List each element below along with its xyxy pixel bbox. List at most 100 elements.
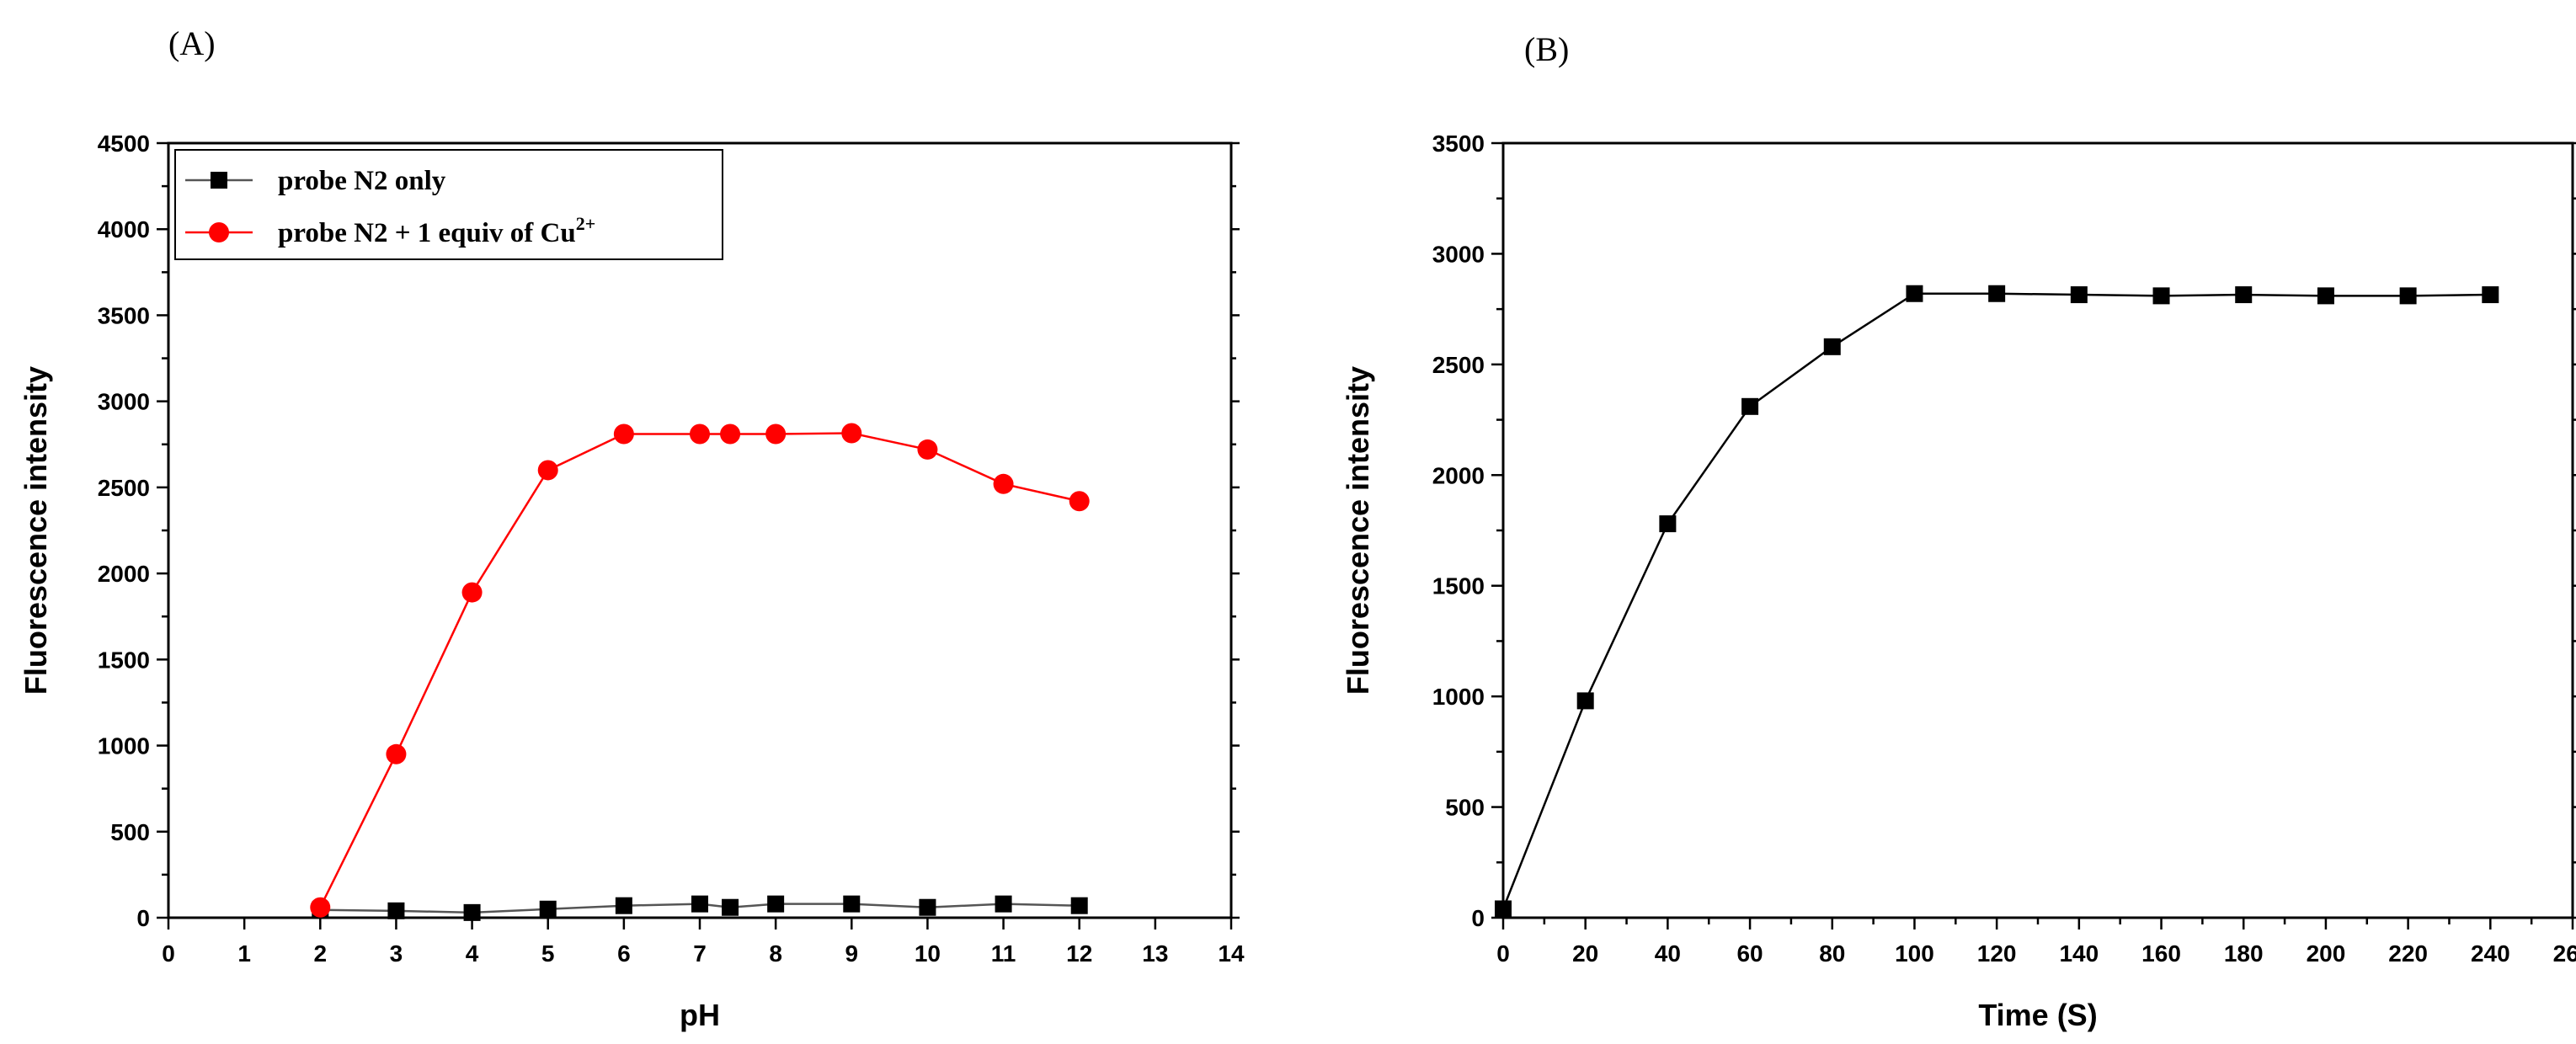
x-axis-title: Time (S) bbox=[1978, 998, 2097, 1032]
x-tick-label: 6 bbox=[617, 940, 631, 967]
x-tick-label: 4 bbox=[466, 940, 479, 967]
series-line bbox=[319, 432, 1080, 908]
data-point bbox=[917, 439, 938, 460]
chart-b-svg: (B) 0 500 1000 1500 2000 2500 3000 3500 0 20 40 60 80… bbox=[1341, 30, 2576, 1032]
data-point bbox=[919, 898, 936, 916]
data-point bbox=[1576, 692, 1594, 710]
data-point bbox=[2317, 287, 2334, 305]
panel-label: (B) bbox=[1524, 30, 1569, 68]
y-tick-label: 3000 bbox=[1432, 241, 1485, 267]
y-tick-label: 0 bbox=[136, 905, 150, 931]
x-tick-label: 13 bbox=[1142, 940, 1168, 967]
legend-label-superscript: 2+ bbox=[576, 213, 596, 234]
y-tick-label: 500 bbox=[110, 819, 150, 845]
x-tick-label: 7 bbox=[693, 940, 707, 967]
y-tick-label: 500 bbox=[1445, 795, 1485, 821]
y-axis-title: Fluorescence intensity bbox=[19, 366, 53, 695]
x-tick-label: 5 bbox=[541, 940, 555, 967]
chart-a-svg: (A) 0 500 1000 1500 2000 2500 3000 3500 4000 4500 0… bbox=[19, 24, 1245, 1032]
x-tick-label: 0 bbox=[1496, 940, 1510, 967]
data-point bbox=[2399, 287, 2417, 305]
x-tick-label: 2 bbox=[313, 940, 327, 967]
data-point bbox=[690, 423, 710, 445]
data-point bbox=[615, 897, 632, 914]
data-point bbox=[1823, 338, 1841, 355]
legend: probe N2 only probe N2 + 1 equiv of Cu2+ bbox=[174, 149, 723, 260]
y-tick-label: 1000 bbox=[98, 733, 150, 759]
data-point bbox=[720, 423, 741, 445]
y-tick-label: 2000 bbox=[98, 561, 150, 587]
data-point bbox=[1988, 285, 2006, 302]
x-tick-label: 12 bbox=[1066, 940, 1092, 967]
x-tick-label: 120 bbox=[1977, 940, 2017, 967]
data-point bbox=[463, 903, 481, 921]
x-tick-label: 200 bbox=[2307, 940, 2346, 967]
data-point bbox=[461, 582, 483, 603]
chart-panel-a: (A) 0 500 1000 1500 2000 2500 3000 3500 4000 4500 0… bbox=[0, 0, 1272, 1044]
x-tick-label: 9 bbox=[845, 940, 858, 967]
data-point bbox=[995, 895, 1012, 913]
y-tick-label: 2000 bbox=[1432, 462, 1485, 488]
x-tick-label: 0 bbox=[162, 940, 175, 967]
legend-label-main: probe N2 only bbox=[278, 166, 446, 196]
y-tick-label: 4500 bbox=[98, 130, 150, 157]
data-point bbox=[613, 423, 634, 445]
series-1 bbox=[310, 423, 1090, 918]
x-tick-label: 240 bbox=[2471, 940, 2510, 967]
y-tick-label: 3500 bbox=[1432, 130, 1485, 157]
x-tick-label: 3 bbox=[390, 940, 403, 967]
x-tick-label: 260 bbox=[2553, 940, 2576, 967]
data-point bbox=[1741, 397, 1759, 415]
y-tick-label: 0 bbox=[1471, 905, 1485, 931]
data-point bbox=[387, 902, 405, 919]
data-point bbox=[765, 423, 787, 445]
data-point bbox=[841, 423, 862, 444]
y-tick-label: 3500 bbox=[98, 302, 150, 328]
legend-entry: probe N2 only bbox=[185, 166, 446, 196]
data-point bbox=[2070, 286, 2088, 304]
panel-label: (A) bbox=[168, 24, 216, 62]
data-point bbox=[1495, 900, 1512, 918]
x-tick-label: 20 bbox=[1572, 940, 1598, 967]
legend-marker bbox=[209, 222, 229, 242]
y-tick-label: 2500 bbox=[98, 475, 150, 501]
y-tick-label: 1500 bbox=[98, 647, 150, 673]
data-point bbox=[310, 897, 331, 918]
data-point bbox=[386, 743, 407, 764]
data-point bbox=[1069, 491, 1090, 512]
x-tick-label: 10 bbox=[915, 940, 941, 967]
legend-label: probe N2 only bbox=[278, 166, 446, 196]
x-tick-label: 80 bbox=[1819, 940, 1845, 967]
legend-box bbox=[174, 149, 723, 260]
chart-panel-b: (B) 0 500 1000 1500 2000 2500 3000 3500 0 20 40 60 80… bbox=[1272, 0, 2576, 1044]
y-tick-label: 2500 bbox=[1432, 352, 1485, 378]
x-tick-label: 11 bbox=[991, 940, 1016, 967]
y-tick-label: 3000 bbox=[98, 389, 150, 415]
x-tick-label: 14 bbox=[1218, 940, 1245, 967]
data-point bbox=[2235, 286, 2253, 304]
y-tick-label: 4000 bbox=[98, 216, 150, 242]
x-tick-label: 40 bbox=[1655, 940, 1681, 967]
legend-entry: probe N2 + 1 equiv of Cu2+ bbox=[185, 213, 595, 248]
data-point bbox=[767, 895, 785, 913]
x-tick-label: 220 bbox=[2388, 940, 2428, 967]
data-point bbox=[2482, 286, 2499, 304]
y-axis-title: Fluorescence intensity bbox=[1341, 366, 1375, 695]
legend-marker bbox=[211, 172, 227, 189]
x-tick-label: 8 bbox=[769, 940, 782, 967]
x-tick-label: 60 bbox=[1736, 940, 1763, 967]
series-0 bbox=[1495, 285, 2499, 918]
data-point bbox=[1659, 515, 1677, 533]
x-axis-title: pH bbox=[680, 998, 720, 1032]
legend-label-main: probe N2 + 1 equiv of Cu bbox=[278, 218, 576, 248]
x-tick-label: 100 bbox=[1895, 940, 1934, 967]
x-tick-label: 1 bbox=[237, 940, 251, 967]
data-point bbox=[539, 900, 557, 918]
data-point bbox=[993, 473, 1014, 494]
legend-label: probe N2 + 1 equiv of Cu2+ bbox=[278, 213, 595, 248]
data-point bbox=[722, 898, 739, 916]
data-point bbox=[691, 895, 708, 913]
data-point bbox=[1070, 897, 1088, 914]
data-point bbox=[1906, 285, 1923, 302]
data-point bbox=[843, 895, 861, 913]
